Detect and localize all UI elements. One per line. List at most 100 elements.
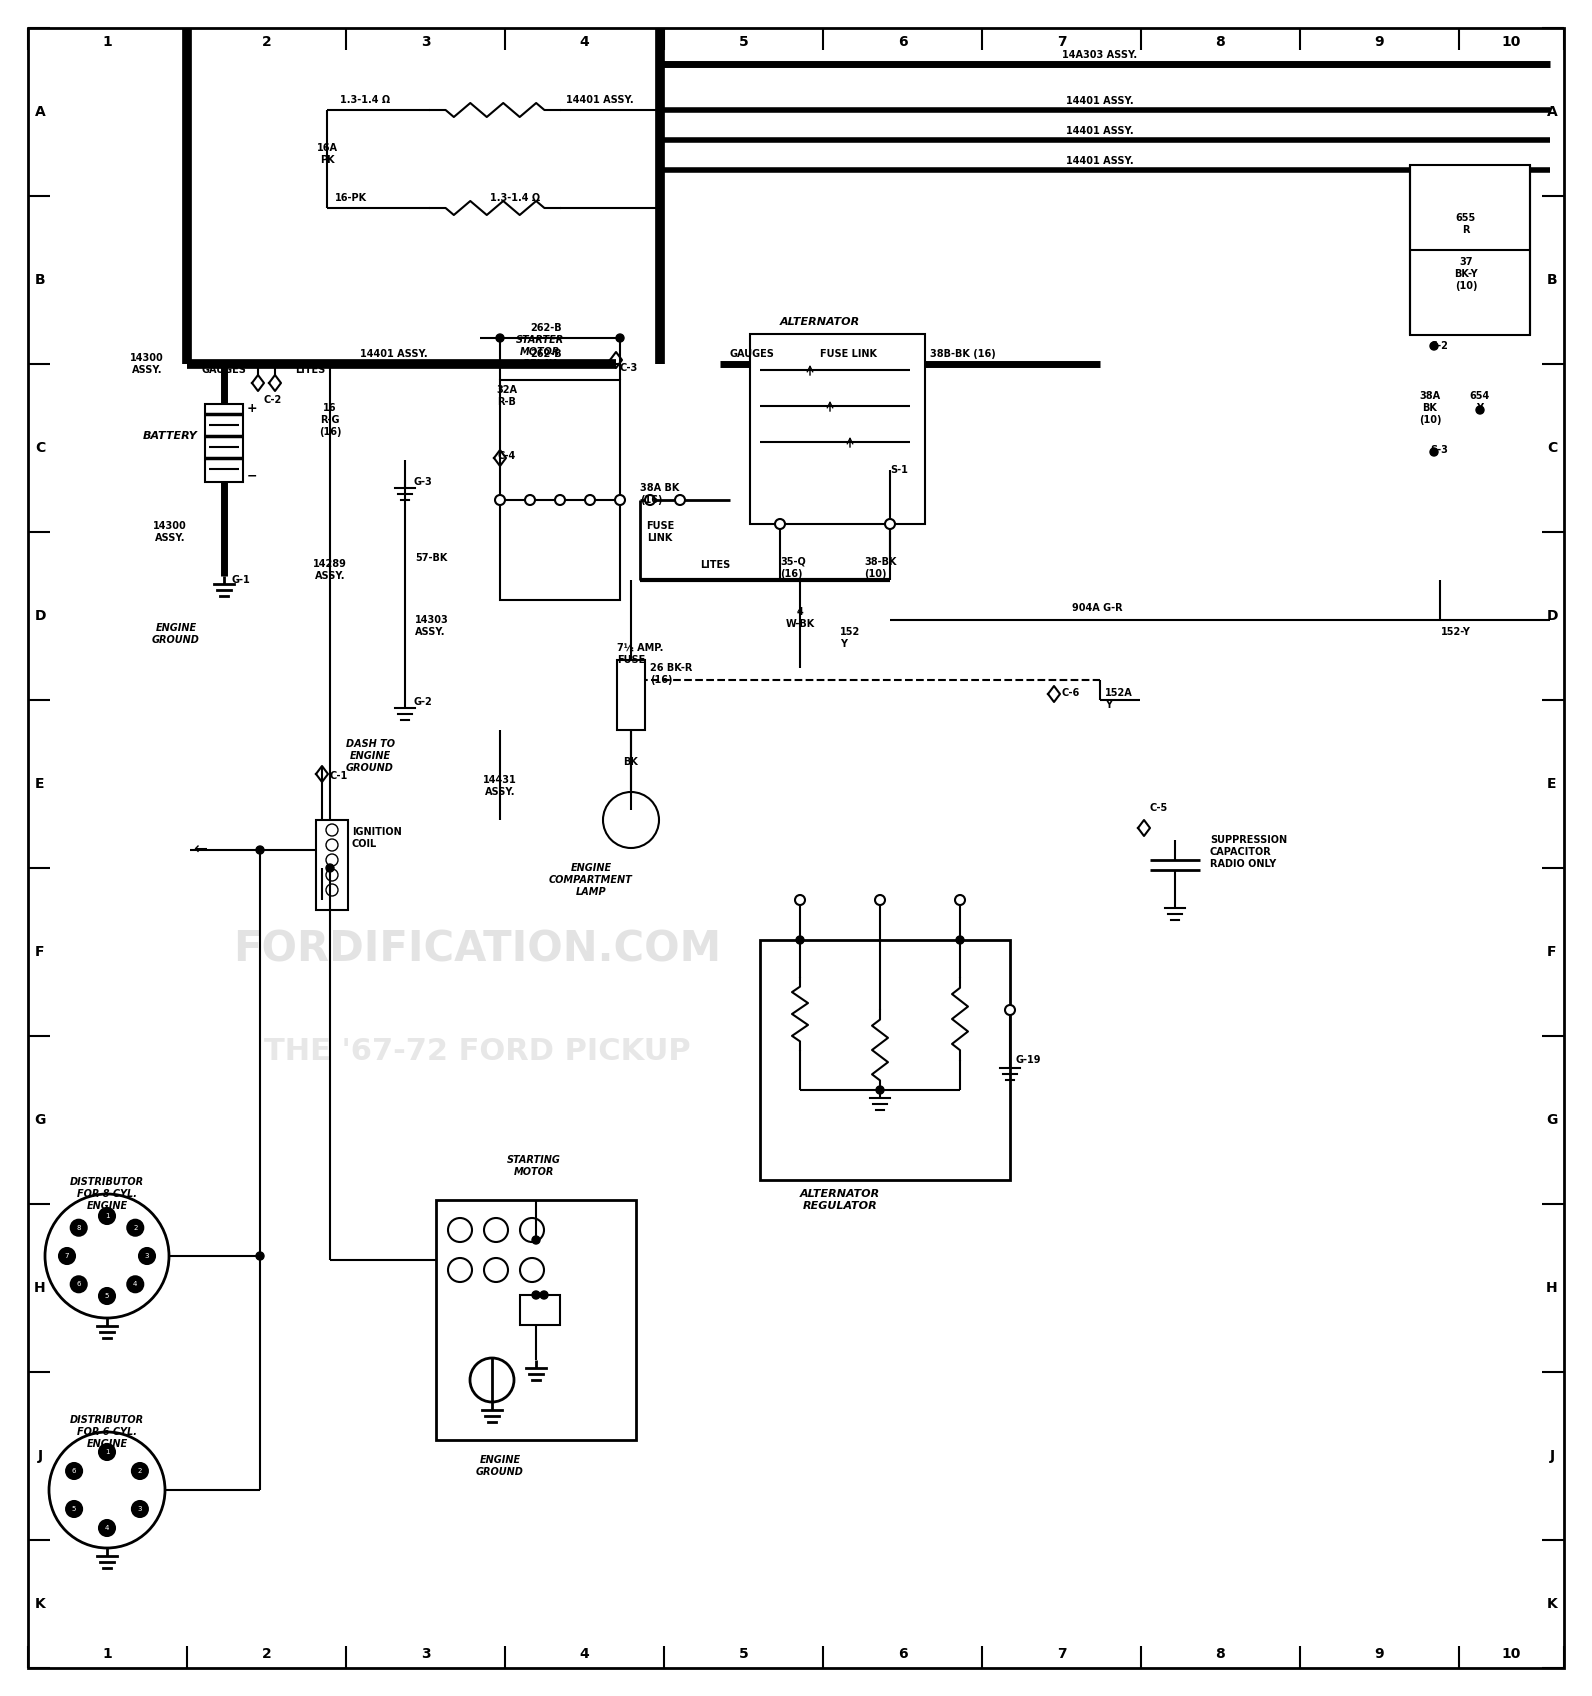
Text: BATTERY: BATTERY	[143, 431, 197, 441]
Text: F: F	[35, 945, 45, 958]
Circle shape	[525, 495, 535, 505]
Text: A: A	[35, 105, 46, 119]
Text: LINK: LINK	[648, 533, 673, 543]
Text: 14300: 14300	[131, 353, 164, 363]
Text: 904A G-R: 904A G-R	[1071, 604, 1122, 612]
Text: GROUND: GROUND	[345, 763, 393, 773]
Circle shape	[556, 495, 565, 505]
Text: 3: 3	[137, 1506, 142, 1513]
Text: C-5: C-5	[1149, 802, 1169, 812]
Circle shape	[876, 1085, 884, 1094]
Text: D: D	[1546, 609, 1557, 622]
Text: C-6: C-6	[1062, 689, 1081, 699]
Circle shape	[796, 936, 804, 945]
Text: Y: Y	[1105, 700, 1111, 711]
Text: S-2: S-2	[1430, 341, 1447, 351]
Circle shape	[1005, 1006, 1016, 1014]
Text: ALTERNATOR: ALTERNATOR	[780, 317, 860, 327]
Circle shape	[70, 1277, 86, 1292]
Text: K: K	[1546, 1598, 1557, 1611]
Text: 14A303 ASSY.: 14A303 ASSY.	[1062, 49, 1138, 59]
Circle shape	[521, 1258, 544, 1282]
Text: 1: 1	[105, 1448, 110, 1455]
Text: 38B-BK (16): 38B-BK (16)	[930, 349, 995, 360]
Text: C-3: C-3	[619, 363, 638, 373]
Text: 7: 7	[1057, 36, 1067, 49]
Text: E: E	[1547, 777, 1557, 790]
Bar	[436, 1201, 635, 1440]
Text: FUSE: FUSE	[646, 521, 673, 531]
Circle shape	[67, 1464, 83, 1479]
Text: GAUGES: GAUGES	[201, 365, 247, 375]
Circle shape	[326, 863, 334, 872]
Text: 14431: 14431	[482, 775, 517, 785]
Circle shape	[885, 519, 895, 529]
Text: MOTOR: MOTOR	[514, 1167, 554, 1177]
Text: 4: 4	[134, 1280, 137, 1287]
Text: 14289: 14289	[314, 560, 347, 568]
Text: B: B	[1547, 273, 1557, 287]
Text: 16A: 16A	[317, 142, 338, 153]
Text: LITES: LITES	[295, 365, 325, 375]
Text: F: F	[1547, 945, 1557, 958]
Circle shape	[99, 1520, 115, 1537]
Circle shape	[326, 868, 338, 880]
Text: 38A: 38A	[1420, 392, 1441, 400]
Text: 3: 3	[420, 1647, 430, 1660]
Text: C-1: C-1	[330, 772, 349, 780]
Text: R-G: R-G	[320, 416, 339, 426]
Circle shape	[59, 1248, 75, 1264]
Text: (16): (16)	[318, 427, 341, 438]
Text: 8: 8	[1216, 1647, 1226, 1660]
Text: STARTER: STARTER	[516, 336, 564, 344]
Circle shape	[256, 846, 264, 855]
Circle shape	[603, 792, 659, 848]
Circle shape	[1430, 343, 1438, 349]
Circle shape	[955, 895, 965, 906]
Text: DISTRIBUTOR: DISTRIBUTOR	[70, 1414, 143, 1425]
Bar	[618, 660, 645, 729]
Text: ENGINE: ENGINE	[156, 622, 196, 633]
Text: 2: 2	[139, 1469, 142, 1474]
Circle shape	[495, 495, 505, 505]
Text: ENGINE: ENGINE	[86, 1438, 127, 1448]
Text: ←: ←	[193, 841, 207, 858]
Text: 654: 654	[1469, 392, 1490, 400]
Text: 1: 1	[105, 1213, 110, 1219]
Circle shape	[127, 1219, 143, 1236]
Text: 57-BK: 57-BK	[416, 553, 447, 563]
Circle shape	[532, 1291, 540, 1299]
Text: FUSE: FUSE	[618, 655, 645, 665]
Circle shape	[139, 1248, 154, 1264]
Text: S-1: S-1	[890, 465, 907, 475]
Circle shape	[99, 1443, 115, 1460]
Text: A: A	[1546, 105, 1557, 119]
Text: CAPACITOR: CAPACITOR	[1210, 846, 1272, 856]
Text: Y: Y	[841, 639, 847, 650]
Circle shape	[132, 1464, 148, 1479]
Text: 16-PK: 16-PK	[334, 193, 368, 204]
Text: FOR 6 CYL.: FOR 6 CYL.	[76, 1426, 137, 1437]
Text: ENGINE: ENGINE	[570, 863, 611, 873]
Text: FOR 8 CYL.: FOR 8 CYL.	[76, 1189, 137, 1199]
Text: 5: 5	[72, 1506, 76, 1513]
Text: 14401 ASSY.: 14401 ASSY.	[360, 349, 428, 360]
Text: 6: 6	[898, 36, 907, 49]
Text: 5: 5	[739, 1647, 748, 1660]
Text: 7: 7	[1057, 1647, 1067, 1660]
Bar	[205, 404, 244, 482]
Circle shape	[470, 1358, 514, 1403]
Text: 4: 4	[105, 1525, 110, 1531]
Text: 152A: 152A	[1105, 689, 1134, 699]
Text: RADIO ONLY: RADIO ONLY	[1210, 858, 1277, 868]
Text: PK: PK	[320, 154, 334, 165]
Text: 14300: 14300	[153, 521, 186, 531]
Text: K: K	[35, 1598, 46, 1611]
Text: ASSY.: ASSY.	[132, 365, 162, 375]
Text: ASSY.: ASSY.	[154, 533, 185, 543]
Text: 16: 16	[323, 404, 338, 414]
Text: −: −	[247, 470, 258, 482]
Circle shape	[484, 1218, 508, 1241]
Text: BK: BK	[624, 756, 638, 767]
Text: ENGINE: ENGINE	[479, 1455, 521, 1465]
